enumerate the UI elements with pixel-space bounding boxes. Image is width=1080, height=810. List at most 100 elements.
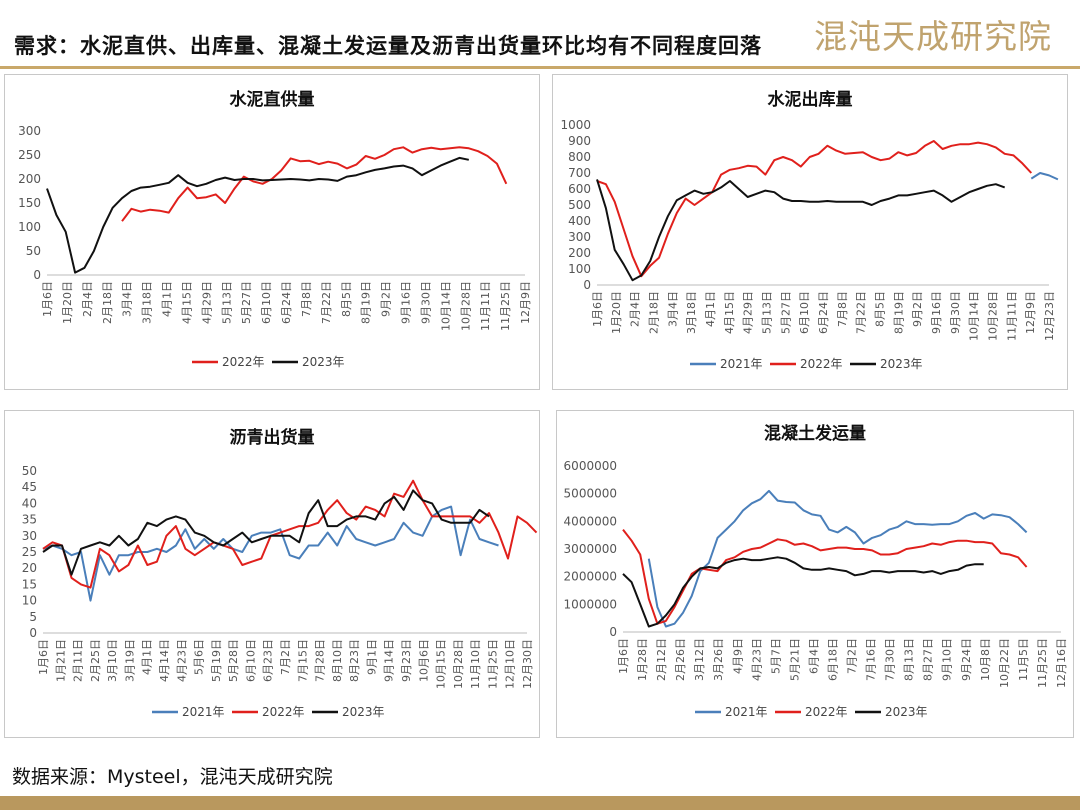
data-source-note: 数据来源：Mysteel，混沌天成研究院 (12, 766, 333, 788)
x-tick-label: 11月11日 (479, 281, 492, 331)
x-tick-label: 2月18日 (648, 291, 661, 334)
x-tick-label: 12月9日 (1024, 291, 1037, 334)
y-tick-label: 600 (568, 182, 591, 196)
y-tick-label: 0 (33, 268, 41, 282)
legend-label: 2023年 (885, 705, 928, 719)
y-tick-label: 10 (22, 594, 37, 608)
legend-label: 2022年 (800, 357, 843, 371)
x-tick-label: 7月28日 (314, 639, 327, 682)
x-tick-label: 12月23日 (1043, 291, 1056, 341)
x-tick-label: 4月15日 (180, 281, 193, 324)
x-tick-label: 11月25日 (486, 639, 499, 689)
y-tick-label: 5000000 (564, 487, 617, 501)
y-tick-label: 50 (22, 464, 37, 478)
y-tick-label: 400 (568, 214, 591, 228)
x-tick-label: 4月14日 (158, 639, 171, 682)
x-tick-label: 9月16日 (930, 291, 943, 334)
y-tick-label: 50 (26, 244, 41, 258)
x-tick-label: 3月19日 (123, 639, 136, 682)
x-tick-label: 7月22日 (855, 291, 868, 334)
x-tick-label: 7月30日 (884, 638, 897, 681)
x-tick-label: 3月4日 (121, 281, 134, 317)
legend-label: 2022年 (805, 705, 848, 719)
y-tick-label: 1000000 (564, 597, 617, 611)
y-tick-label: 150 (18, 196, 41, 210)
x-tick-label: 4月1日 (704, 291, 717, 327)
x-tick-label: 8月19日 (892, 291, 905, 334)
header-divider (0, 66, 1080, 69)
x-tick-label: 10月6日 (417, 639, 430, 682)
y-tick-label: 100 (18, 220, 41, 234)
legend-label: 2021年 (720, 357, 763, 371)
x-tick-label: 5月7日 (769, 638, 782, 674)
x-tick-label: 6月23日 (262, 639, 275, 682)
chart-title: 混凝土发运量 (764, 423, 866, 444)
y-tick-label: 200 (18, 172, 41, 186)
legend-label: 2022年 (262, 705, 305, 719)
chart-title: 沥青出货量 (230, 427, 315, 448)
x-tick-label: 7月16日 (865, 638, 878, 681)
x-tick-label: 8月19日 (360, 281, 373, 324)
series-line-2023年 (42, 489, 490, 576)
x-tick-label: 4月1日 (141, 639, 154, 675)
x-tick-label: 5月27日 (779, 291, 792, 334)
x-tick-label: 9月16日 (400, 281, 413, 324)
series-line-2022年 (121, 146, 508, 222)
x-tick-label: 5月28日 (227, 639, 240, 682)
x-tick-label: 2月11日 (72, 639, 85, 682)
x-tick-label: 10月22日 (998, 638, 1011, 688)
x-tick-label: 2月4日 (81, 281, 94, 317)
x-tick-label: 7月15日 (296, 639, 309, 682)
x-tick-label: 1月6日 (591, 291, 604, 327)
x-tick-label: 1月20日 (610, 291, 623, 334)
chart-title: 水泥直供量 (230, 89, 315, 110)
x-tick-label: 1月6日 (37, 639, 50, 675)
x-tick-label: 2月4日 (629, 291, 642, 327)
x-tick-label: 9月24日 (960, 638, 973, 681)
chart-asphalt-shipment: 沥青出货量 0 5 10 15 20 25 30 35 40 45 50 1月6日 1月21日 2月11日 2… (22, 427, 538, 719)
x-tick-label: 3月18日 (685, 291, 698, 334)
x-tick-label: 8月10日 (331, 639, 344, 682)
x-tick-label: 10月15日 (435, 639, 448, 689)
x-tick-label: 7月8日 (836, 291, 849, 327)
x-tick-label: 6月24日 (280, 281, 293, 324)
x-tick-label: 6月10日 (244, 639, 257, 682)
y-tick-label: 20 (22, 561, 37, 575)
x-tick-label: 9月14日 (383, 639, 396, 682)
series-line-2023年 (596, 179, 1006, 282)
x-tick-label: 12月9日 (519, 281, 532, 324)
chart-panel-asphalt-shipment: 沥青出货量 0 5 10 15 20 25 30 35 40 45 50 1月6日 1月21日 2月11日 2… (4, 410, 540, 738)
x-tick-label: 10月8日 (979, 638, 992, 681)
x-tick-label: 6月24日 (817, 291, 830, 334)
x-tick-label: 6月18日 (826, 638, 839, 681)
y-tick-label: 800 (568, 150, 591, 164)
brand-logo-text: 混沌天成研究院 (814, 17, 1052, 56)
y-tick-label: 0 (29, 626, 37, 640)
x-tick-label: 8月27日 (922, 638, 935, 681)
x-tick-label: 6月4日 (807, 638, 820, 674)
x-tick-label: 5月13日 (761, 291, 774, 334)
x-tick-label: 4月29日 (200, 281, 213, 324)
x-tick-label: 9月2日 (380, 281, 393, 317)
x-tick-label: 9月1日 (365, 639, 378, 675)
x-tick-label: 3月4日 (666, 291, 679, 327)
x-tick-label: 10月28日 (459, 281, 472, 331)
y-tick-label: 700 (568, 166, 591, 180)
y-tick-label: 0 (609, 625, 617, 639)
y-tick-label: 5 (29, 610, 37, 624)
x-tick-label: 5月19日 (210, 639, 223, 682)
y-tick-label: 250 (18, 148, 41, 162)
x-tick-label: 6月10日 (798, 291, 811, 334)
x-tick-label: 9月30日 (949, 291, 962, 334)
x-tick-label: 2月12日 (655, 638, 668, 681)
x-tick-label: 8月5日 (340, 281, 353, 317)
x-tick-label: 1月28日 (636, 638, 649, 681)
x-tick-label: 4月1日 (161, 281, 174, 317)
series-line-2021年 (1030, 172, 1059, 181)
x-tick-label: 5月21日 (788, 638, 801, 681)
x-tick-label: 1月6日 (617, 638, 630, 674)
chart-title: 水泥出库量 (768, 89, 853, 110)
y-tick-label: 4000000 (564, 514, 617, 528)
y-tick-label: 500 (568, 198, 591, 212)
series-line-2022年 (596, 140, 1033, 278)
